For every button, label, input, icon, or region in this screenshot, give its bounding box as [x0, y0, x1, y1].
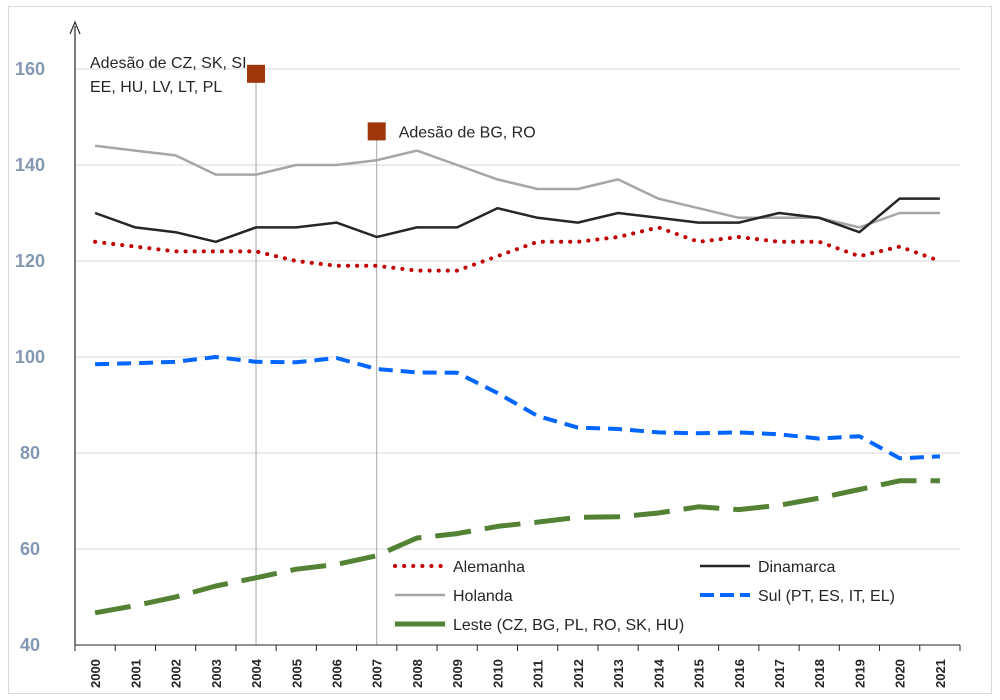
x-tick-label: 2021: [933, 659, 948, 688]
x-tick-label: 2012: [571, 659, 586, 688]
event-marker-2004: [247, 64, 266, 83]
y-tick-label: 80: [20, 443, 40, 463]
x-tick-label: 2016: [732, 659, 747, 688]
x-tick-label: 2018: [812, 659, 827, 688]
y-axis-arrow: [69, 20, 81, 35]
x-tick-label: 2010: [490, 659, 505, 688]
event-label-2004: Adesão de CZ, SK, SI: [90, 55, 247, 72]
event-label-2004: EE, HU, LV, LT, PL: [90, 79, 222, 96]
series-line-leste: [94, 478, 940, 616]
x-tick-label: 2019: [852, 659, 867, 688]
x-tick-label: 2003: [209, 659, 224, 688]
series-line-sul: [95, 355, 940, 461]
y-tick-label: 140: [15, 155, 45, 175]
legend-label: Leste (CZ, BG, PL, RO, SK, HU): [453, 617, 684, 634]
x-tick-label: 2009: [450, 659, 465, 688]
series-line-alemanha: [93, 225, 942, 273]
series-lines: [93, 144, 942, 616]
x-tick-labels: 2000 2001 2002 2003 2004 2005 2006 2007 2008 2009…: [88, 658, 948, 688]
x-tick-label: 2017: [772, 659, 787, 688]
y-tick-label: 120: [15, 251, 45, 271]
x-tick-label: 2006: [329, 659, 344, 688]
x-tick-label: 2020: [893, 659, 908, 688]
x-tick-label: 2014: [651, 658, 666, 688]
x-tick-label: 2001: [128, 659, 143, 688]
y-tick-label: 100: [15, 347, 45, 367]
y-tick-label: 40: [20, 635, 40, 655]
legend-label: Holanda: [453, 588, 513, 605]
event-marker-2007: [367, 122, 386, 141]
x-tick-label: 2005: [289, 659, 304, 688]
x-tick-label: 2015: [692, 659, 707, 688]
event-label-2007: Adesão de BG, RO: [399, 124, 536, 141]
x-tick-label: 2011: [531, 660, 546, 688]
x-tick-label: 2000: [88, 659, 103, 688]
gridlines: [75, 68, 960, 550]
series-line-holanda: [94, 144, 940, 229]
legend-label: Alemanha: [453, 559, 525, 576]
x-tick-label: 2002: [169, 659, 184, 688]
legend-label: Sul (PT, ES, IT, EL): [758, 588, 895, 605]
x-tick-label: 2004: [249, 658, 264, 688]
x-tick-label: 2008: [410, 659, 425, 688]
series-line-dinamarca: [94, 197, 940, 244]
chart-frame: [8, 6, 992, 694]
x-tick-label: 2013: [611, 659, 626, 688]
y-tick-labels: 40 60 80 100 120 140 160: [15, 59, 45, 655]
legend: Alemanha Dinamarca Holanda Sul (PT, ES, IT,…: [393, 559, 895, 634]
x-tick-label: 2007: [370, 659, 385, 688]
y-tick-label: 160: [15, 59, 45, 79]
axes: [69, 20, 961, 651]
y-tick-label: 60: [20, 539, 40, 559]
legend-label: Dinamarca: [758, 559, 835, 576]
event-markers: Adesão de CZ, SK, SI EE, HU, LV, LT, PL Ad…: [90, 55, 536, 645]
